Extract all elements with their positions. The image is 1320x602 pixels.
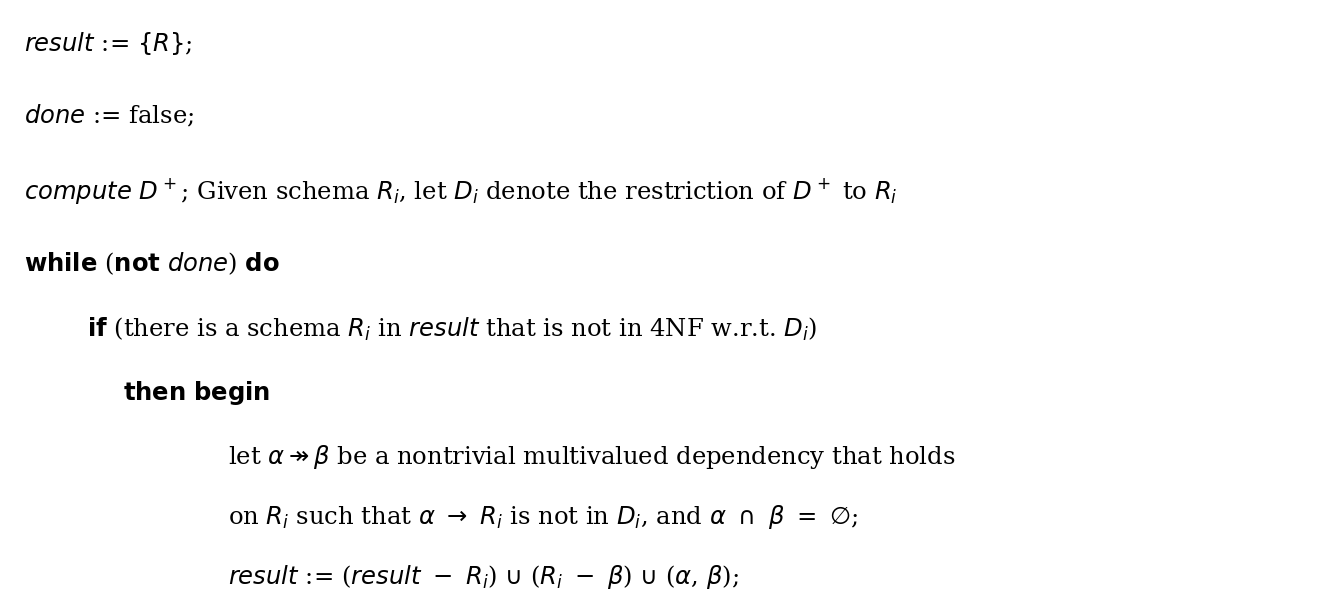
Text: $\mathit{done}$ := false;: $\mathit{done}$ := false; xyxy=(24,103,194,129)
Text: $\mathit{compute}\ D^+$; Given schema $R_i$, let $D_i$ denote the restriction of: $\mathit{compute}\ D^+$; Given schema $R… xyxy=(24,176,898,206)
Text: $\mathit{result}$ := $\{R\}$;: $\mathit{result}$ := $\{R\}$; xyxy=(24,30,193,57)
Text: $\mathbf{if}$ (there is a schema $R_i$ in $\mathit{result}$ that is not in 4NF w: $\mathbf{if}$ (there is a schema $R_i$ i… xyxy=(87,316,817,343)
Text: $\mathit{result}$ := ($\mathit{result}\ -\ R_i$) $\cup$ ($R_i\ -\ \beta$) $\cup$: $\mathit{result}$ := ($\mathit{result}\ … xyxy=(228,563,739,591)
Text: on $R_i$ such that $\alpha\ \rightarrow\ R_i$ is not in $D_i$, and $\alpha\ \cap: on $R_i$ such that $\alpha\ \rightarrow\… xyxy=(228,503,858,531)
Text: $\mathbf{then\ begin}$: $\mathbf{then\ begin}$ xyxy=(123,379,271,408)
Text: $\mathbf{while}$ ($\mathbf{not}$ $\mathit{done}$) $\mathbf{do}$: $\mathbf{while}$ ($\mathbf{not}$ $\mathi… xyxy=(24,250,280,277)
Text: let $\alpha \twoheadrightarrow \beta$ be a nontrivial multivalued dependency tha: let $\alpha \twoheadrightarrow \beta$ be… xyxy=(228,442,956,471)
